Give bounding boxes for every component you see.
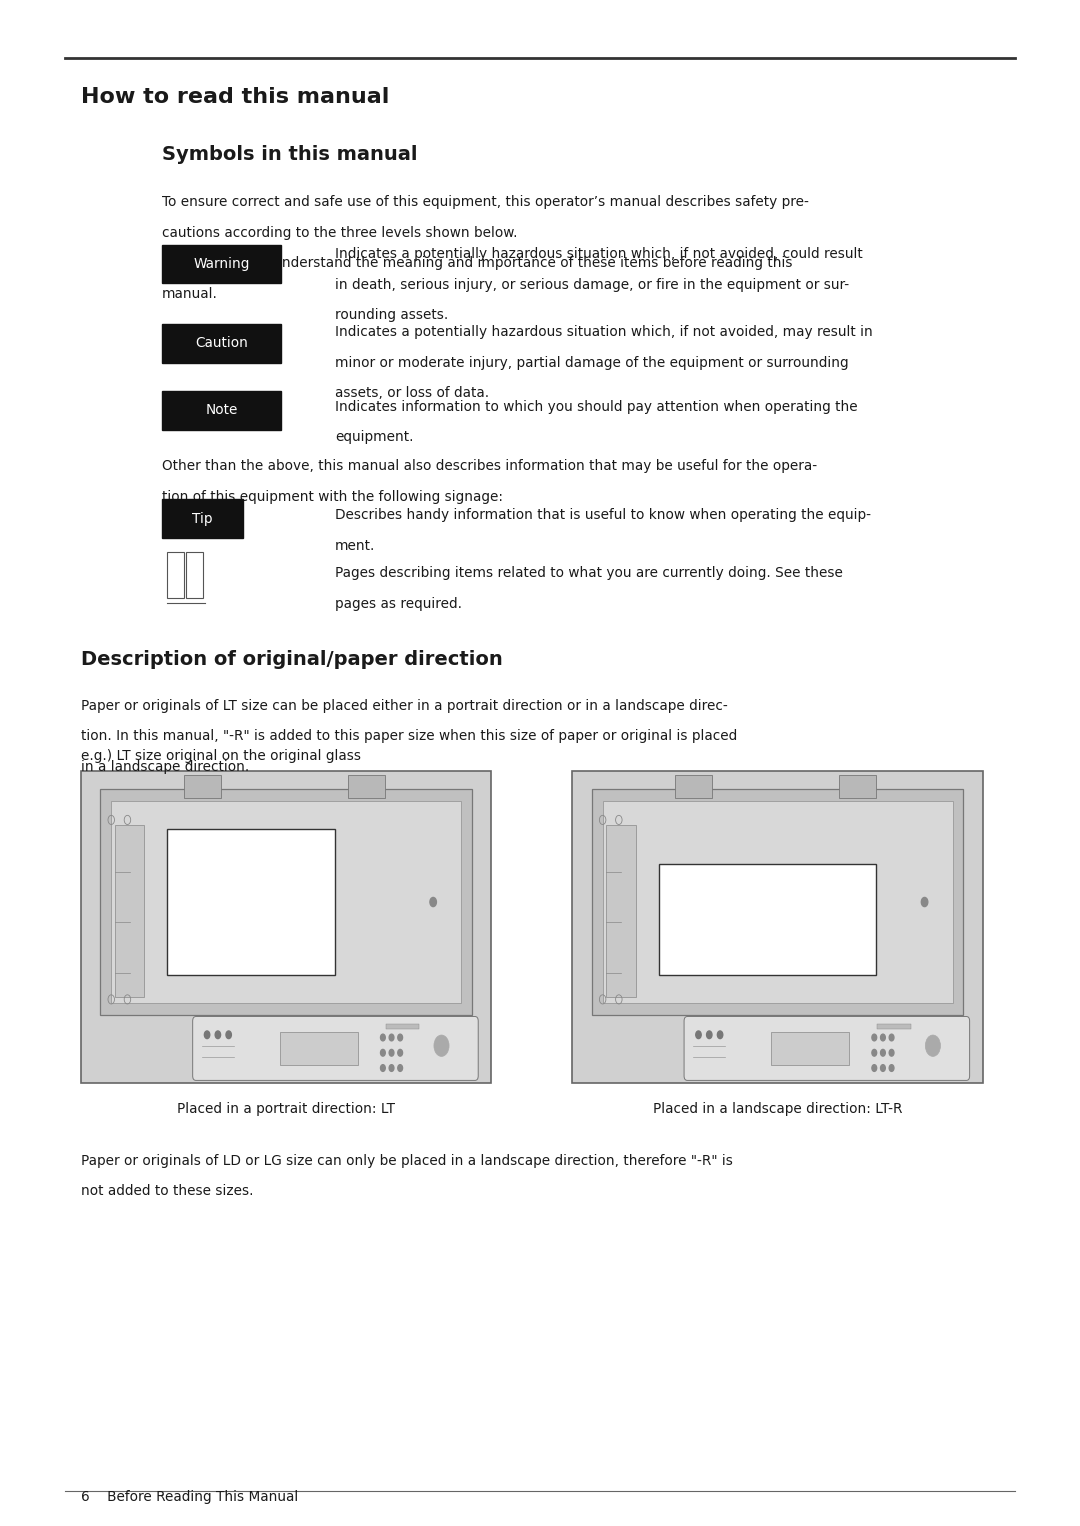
FancyBboxPatch shape — [162, 324, 281, 363]
Text: Pages describing items related to what you are currently doing. See these: Pages describing items related to what y… — [335, 566, 842, 580]
Circle shape — [226, 1032, 231, 1039]
Text: Placed in a portrait direction: LT: Placed in a portrait direction: LT — [177, 1102, 395, 1116]
Circle shape — [921, 897, 928, 906]
Text: not added to these sizes.: not added to these sizes. — [81, 1184, 254, 1198]
Text: ment.: ment. — [335, 539, 375, 552]
Circle shape — [397, 1035, 403, 1041]
FancyBboxPatch shape — [348, 775, 384, 798]
Circle shape — [380, 1035, 386, 1041]
Text: manual.: manual. — [162, 287, 218, 301]
Circle shape — [430, 897, 436, 906]
FancyBboxPatch shape — [877, 1024, 910, 1030]
Circle shape — [717, 1032, 723, 1039]
Circle shape — [204, 1032, 210, 1039]
Text: minor or moderate injury, partial damage of the equipment or surrounding: minor or moderate injury, partial damage… — [335, 356, 849, 369]
FancyBboxPatch shape — [280, 1032, 357, 1065]
Text: pages as required.: pages as required. — [335, 597, 462, 610]
FancyBboxPatch shape — [81, 771, 491, 1083]
FancyBboxPatch shape — [184, 775, 220, 798]
Text: tion of this equipment with the following signage:: tion of this equipment with the followin… — [162, 490, 503, 504]
FancyBboxPatch shape — [186, 552, 203, 598]
Circle shape — [380, 1050, 386, 1056]
Circle shape — [880, 1035, 886, 1041]
FancyBboxPatch shape — [111, 801, 461, 1004]
Text: assets, or loss of data.: assets, or loss of data. — [335, 386, 489, 400]
Circle shape — [434, 1035, 449, 1056]
FancyBboxPatch shape — [162, 391, 281, 430]
Text: in death, serious injury, or serious damage, or fire in the equipment or sur-: in death, serious injury, or serious dam… — [335, 278, 849, 291]
FancyBboxPatch shape — [167, 829, 335, 975]
FancyBboxPatch shape — [675, 775, 712, 798]
FancyBboxPatch shape — [114, 826, 145, 998]
Text: Placed in a landscape direction: LT-R: Placed in a landscape direction: LT-R — [652, 1102, 903, 1116]
Text: rounding assets.: rounding assets. — [335, 308, 448, 322]
Circle shape — [389, 1050, 394, 1056]
Circle shape — [926, 1035, 941, 1056]
Text: To ensure correct and safe use of this equipment, this operator’s manual describ: To ensure correct and safe use of this e… — [162, 195, 809, 209]
Circle shape — [215, 1032, 220, 1039]
Circle shape — [389, 1065, 394, 1071]
Text: tion. In this manual, "-R" is added to this paper size when this size of paper o: tion. In this manual, "-R" is added to t… — [81, 729, 738, 743]
Text: Other than the above, this manual also describes information that may be useful : Other than the above, this manual also d… — [162, 459, 818, 473]
Text: Describes handy information that is useful to know when operating the equip-: Describes handy information that is usef… — [335, 508, 870, 522]
FancyBboxPatch shape — [167, 552, 184, 598]
Text: Symbols in this manual: Symbols in this manual — [162, 145, 418, 163]
Circle shape — [389, 1035, 394, 1041]
Text: Note: Note — [205, 403, 238, 418]
FancyBboxPatch shape — [592, 789, 963, 1015]
Text: Tip: Tip — [192, 511, 213, 526]
Circle shape — [889, 1035, 894, 1041]
FancyBboxPatch shape — [162, 244, 281, 284]
Circle shape — [380, 1065, 386, 1071]
Text: Indicates a potentially hazardous situation which, if not avoided, may result in: Indicates a potentially hazardous situat… — [335, 325, 873, 339]
Circle shape — [889, 1065, 894, 1071]
Circle shape — [872, 1035, 877, 1041]
Text: Paper or originals of LT size can be placed either in a portrait direction or in: Paper or originals of LT size can be pla… — [81, 699, 728, 713]
FancyBboxPatch shape — [192, 1016, 478, 1080]
Text: e.g.) LT size original on the original glass: e.g.) LT size original on the original g… — [81, 749, 361, 763]
Text: Indicates a potentially hazardous situation which, if not avoided, could result: Indicates a potentially hazardous situat… — [335, 247, 863, 261]
Circle shape — [880, 1050, 886, 1056]
FancyBboxPatch shape — [100, 789, 472, 1015]
Text: Paper or originals of LD or LG size can only be placed in a landscape direction,: Paper or originals of LD or LG size can … — [81, 1154, 733, 1167]
FancyBboxPatch shape — [659, 864, 876, 975]
Circle shape — [880, 1065, 886, 1071]
Circle shape — [696, 1032, 701, 1039]
Text: 6    Before Reading This Manual: 6 Before Reading This Manual — [81, 1489, 298, 1505]
Text: You should fully understand the meaning and importance of these items before rea: You should fully understand the meaning … — [162, 256, 793, 270]
FancyBboxPatch shape — [771, 1032, 849, 1065]
Circle shape — [706, 1032, 712, 1039]
Circle shape — [397, 1065, 403, 1071]
Text: cautions according to the three levels shown below.: cautions according to the three levels s… — [162, 226, 517, 240]
Text: How to read this manual: How to read this manual — [81, 87, 390, 107]
Text: Indicates information to which you should pay attention when operating the: Indicates information to which you shoul… — [335, 400, 858, 414]
FancyBboxPatch shape — [684, 1016, 970, 1080]
Text: in a landscape direction.: in a landscape direction. — [81, 760, 249, 774]
Text: Description of original/paper direction: Description of original/paper direction — [81, 650, 503, 668]
FancyBboxPatch shape — [162, 499, 243, 539]
FancyBboxPatch shape — [606, 826, 636, 998]
Text: equipment.: equipment. — [335, 430, 414, 444]
FancyBboxPatch shape — [839, 775, 876, 798]
FancyBboxPatch shape — [386, 1024, 419, 1030]
Circle shape — [872, 1050, 877, 1056]
Circle shape — [872, 1065, 877, 1071]
Text: Warning: Warning — [193, 256, 249, 272]
FancyBboxPatch shape — [572, 771, 983, 1083]
FancyBboxPatch shape — [603, 801, 953, 1004]
Circle shape — [397, 1050, 403, 1056]
Text: Caution: Caution — [195, 336, 247, 351]
Circle shape — [889, 1050, 894, 1056]
